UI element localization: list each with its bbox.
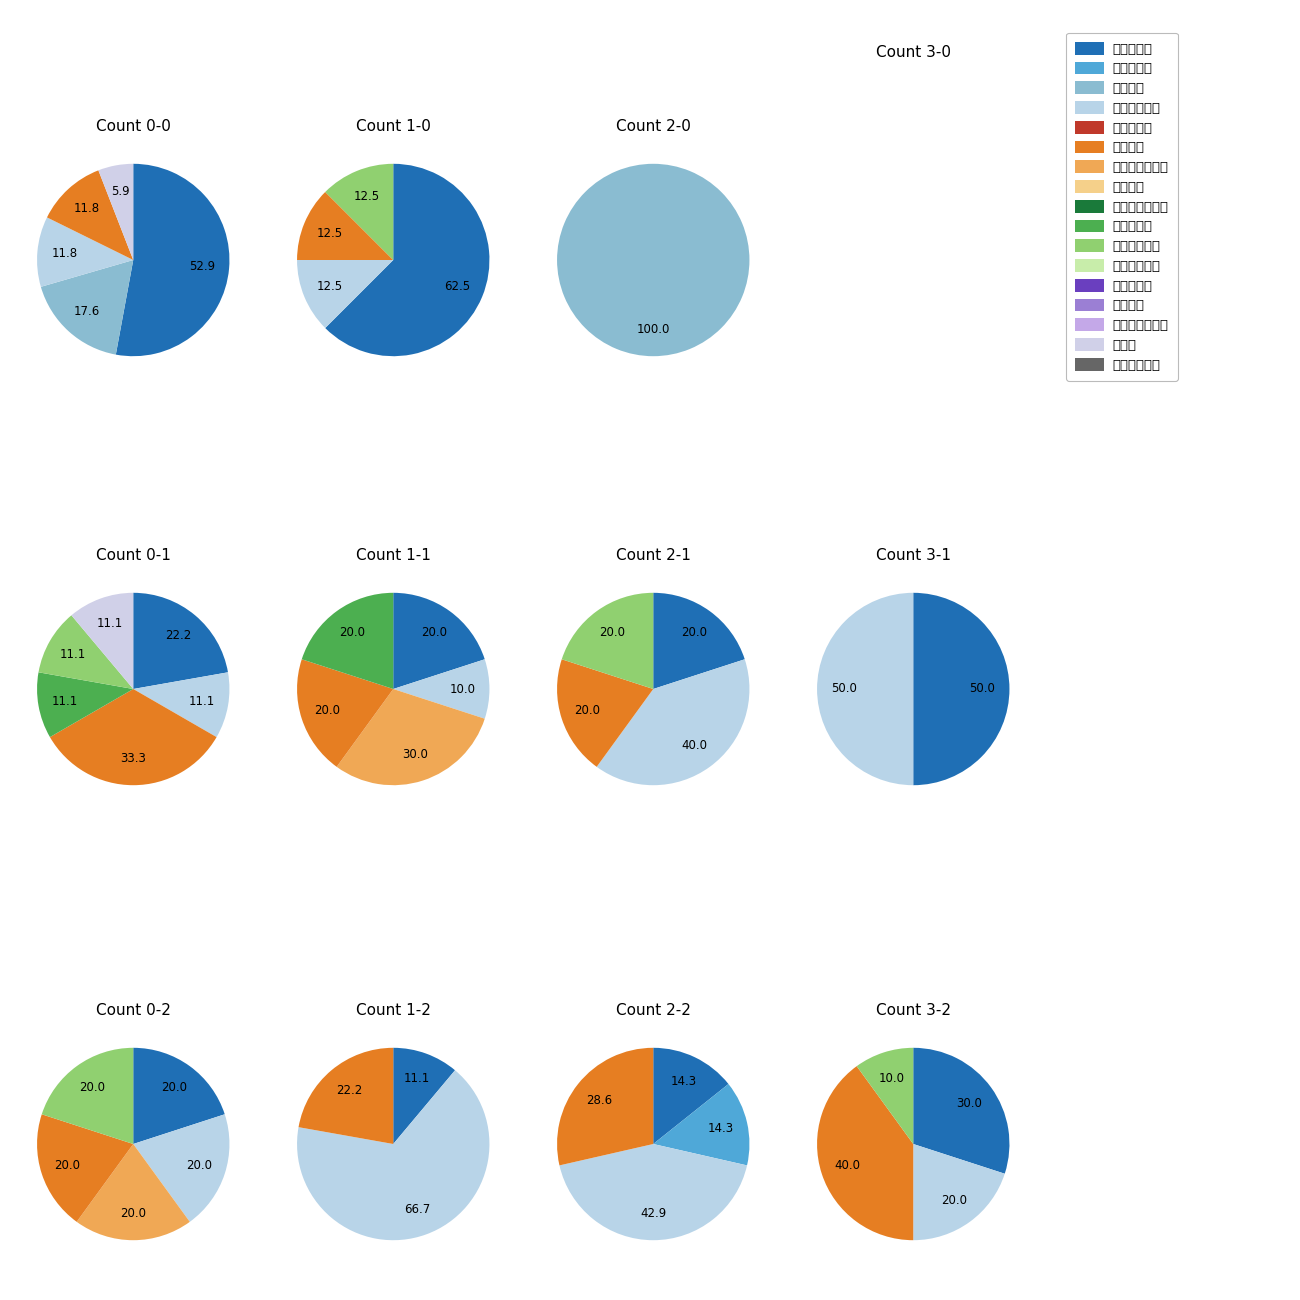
Text: 20.0: 20.0 [339, 627, 365, 640]
Wedge shape [38, 672, 133, 737]
Text: 20.0: 20.0 [941, 1193, 967, 1206]
Wedge shape [913, 593, 1010, 785]
Title: Count 0-1: Count 0-1 [96, 549, 170, 563]
Text: 20.0: 20.0 [575, 703, 601, 716]
Title: Count 3-2: Count 3-2 [876, 1004, 950, 1018]
Wedge shape [296, 260, 393, 328]
Wedge shape [133, 672, 229, 737]
Wedge shape [133, 593, 228, 689]
Title: Count 0-0: Count 0-0 [96, 120, 170, 134]
Title: Count 1-2: Count 1-2 [356, 1004, 430, 1018]
Text: 50.0: 50.0 [970, 682, 996, 696]
Wedge shape [393, 1048, 455, 1144]
Wedge shape [337, 689, 485, 785]
Text: 20.0: 20.0 [161, 1082, 187, 1095]
Wedge shape [47, 170, 133, 260]
Wedge shape [913, 1048, 1009, 1174]
Wedge shape [49, 689, 217, 785]
Wedge shape [40, 260, 133, 355]
Text: 12.5: 12.5 [316, 280, 342, 292]
Text: 20.0: 20.0 [120, 1206, 146, 1219]
Text: 14.3: 14.3 [707, 1122, 733, 1135]
Wedge shape [133, 1048, 225, 1144]
Title: Count 0-2: Count 0-2 [96, 1004, 170, 1018]
Wedge shape [818, 593, 914, 785]
Title: Count 3-1: Count 3-1 [876, 549, 950, 563]
Text: 20.0: 20.0 [681, 627, 707, 640]
Wedge shape [653, 1048, 728, 1144]
Text: 11.1: 11.1 [404, 1072, 430, 1086]
Wedge shape [39, 615, 133, 689]
Wedge shape [559, 1144, 748, 1240]
Wedge shape [325, 164, 489, 356]
Text: 10.0: 10.0 [879, 1071, 905, 1084]
Text: 11.1: 11.1 [60, 647, 86, 660]
Wedge shape [393, 659, 489, 719]
Text: 40.0: 40.0 [835, 1158, 861, 1171]
Wedge shape [299, 1048, 394, 1144]
Wedge shape [597, 659, 749, 785]
Wedge shape [38, 217, 133, 287]
Text: 11.8: 11.8 [73, 203, 100, 216]
Text: 20.0: 20.0 [599, 627, 625, 640]
Legend: ストレート, ツーシーム, シュート, カットボール, スプリット, フォーク, チェンジアップ, シンカー, 高速スライダー, スライダー, 縦スライダー, : ストレート, ツーシーム, シュート, カットボール, スプリット, フォーク,… [1066, 32, 1178, 381]
Wedge shape [393, 593, 485, 689]
Text: 20.0: 20.0 [421, 627, 447, 640]
Text: 42.9: 42.9 [640, 1206, 667, 1219]
Text: 10.0: 10.0 [450, 682, 476, 696]
Wedge shape [913, 1144, 1005, 1240]
Wedge shape [562, 593, 654, 689]
Wedge shape [857, 1048, 914, 1144]
Title: Count 2-0: Count 2-0 [616, 120, 690, 134]
Text: 22.2: 22.2 [165, 629, 191, 642]
Wedge shape [302, 593, 394, 689]
Text: 11.1: 11.1 [188, 694, 215, 707]
Wedge shape [133, 1114, 229, 1222]
Title: Count 2-2: Count 2-2 [616, 1004, 690, 1018]
Text: 30.0: 30.0 [957, 1097, 983, 1110]
Text: 52.9: 52.9 [190, 260, 216, 273]
Text: 28.6: 28.6 [586, 1095, 612, 1108]
Text: 20.0: 20.0 [315, 703, 341, 716]
Text: 40.0: 40.0 [681, 738, 707, 751]
Text: 12.5: 12.5 [316, 227, 342, 240]
Wedge shape [558, 1048, 654, 1165]
Wedge shape [77, 1144, 190, 1240]
Text: 66.7: 66.7 [404, 1202, 430, 1216]
Wedge shape [99, 164, 133, 260]
Text: 33.3: 33.3 [121, 751, 146, 764]
Text: 20.0: 20.0 [79, 1082, 105, 1095]
Wedge shape [558, 659, 653, 767]
Text: 20.0: 20.0 [186, 1158, 212, 1171]
Wedge shape [653, 1084, 749, 1165]
Text: 22.2: 22.2 [335, 1084, 361, 1097]
Title: Count 1-1: Count 1-1 [356, 549, 430, 563]
Text: 30.0: 30.0 [402, 749, 428, 762]
Text: 50.0: 50.0 [831, 682, 857, 696]
Wedge shape [42, 1048, 134, 1144]
Wedge shape [38, 1114, 133, 1222]
Text: 14.3: 14.3 [671, 1075, 697, 1088]
Title: Count 3-0: Count 3-0 [876, 44, 950, 60]
Wedge shape [818, 1066, 914, 1240]
Text: 11.1: 11.1 [96, 618, 122, 630]
Wedge shape [72, 593, 134, 689]
Text: 100.0: 100.0 [637, 322, 670, 335]
Wedge shape [296, 192, 393, 260]
Text: 62.5: 62.5 [445, 280, 471, 292]
Wedge shape [325, 164, 394, 260]
Text: 20.0: 20.0 [55, 1158, 81, 1171]
Text: 5.9: 5.9 [112, 186, 130, 199]
Text: 11.8: 11.8 [51, 247, 77, 260]
Text: 17.6: 17.6 [74, 306, 100, 318]
Text: 12.5: 12.5 [354, 190, 380, 203]
Title: Count 1-0: Count 1-0 [356, 120, 430, 134]
Wedge shape [298, 1070, 489, 1240]
Wedge shape [298, 659, 393, 767]
Wedge shape [556, 164, 749, 356]
Text: 11.1: 11.1 [52, 694, 78, 707]
Wedge shape [116, 164, 229, 356]
Title: Count 2-1: Count 2-1 [616, 549, 690, 563]
Wedge shape [653, 593, 745, 689]
